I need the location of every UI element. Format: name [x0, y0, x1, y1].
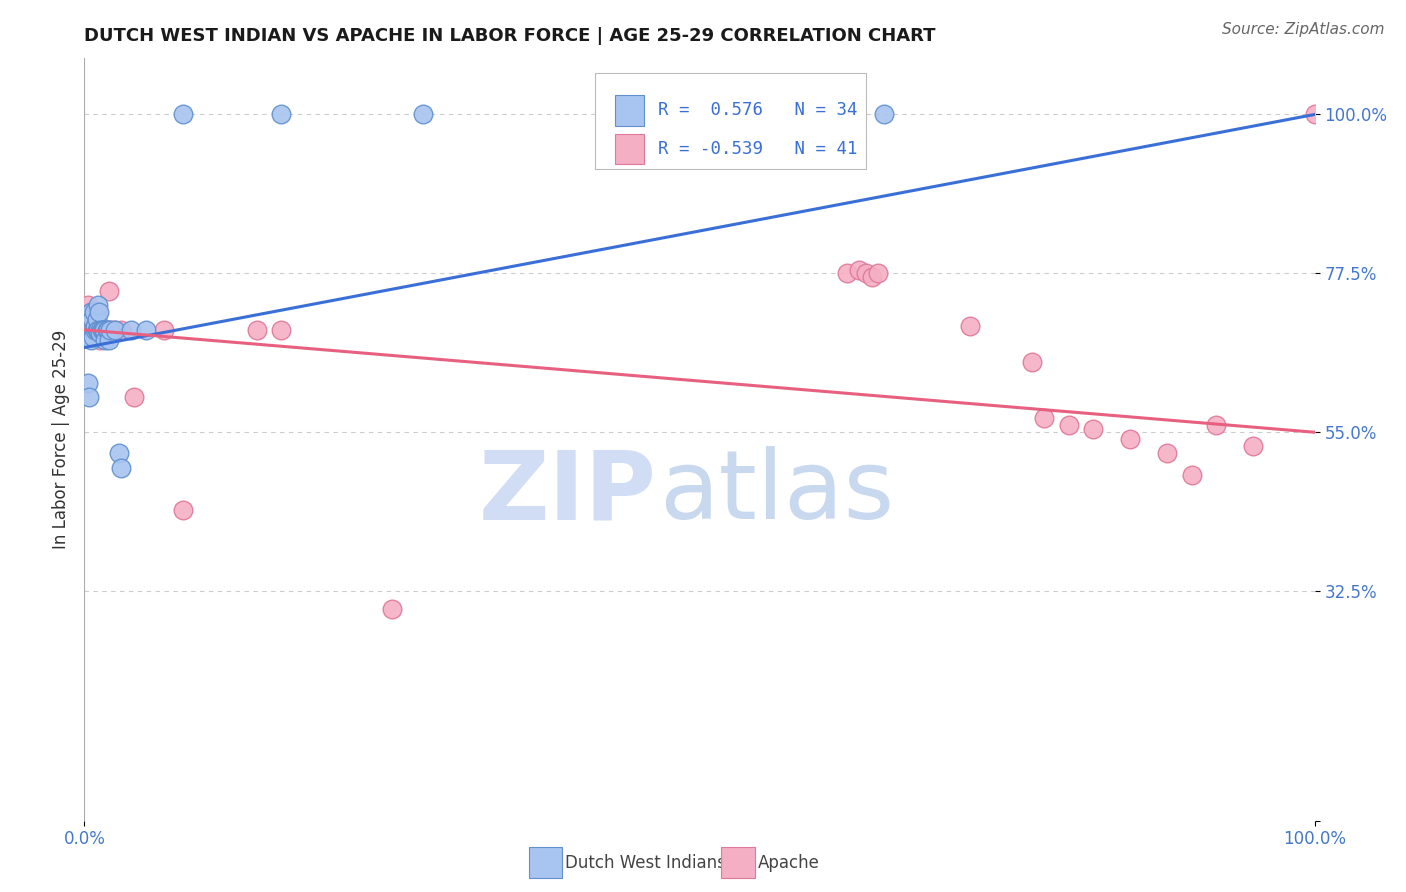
Point	[1156, 446, 1178, 460]
Point	[79, 305, 101, 319]
FancyBboxPatch shape	[595, 73, 866, 169]
Point	[87, 305, 110, 319]
Point	[89, 326, 111, 341]
Point	[1021, 354, 1043, 368]
Point	[83, 323, 105, 337]
Point	[172, 107, 194, 121]
Point	[1205, 418, 1227, 433]
Point	[860, 269, 883, 284]
Point	[87, 323, 110, 337]
Point	[135, 323, 157, 337]
Point	[79, 390, 101, 404]
Point	[104, 323, 127, 337]
Point	[837, 266, 859, 280]
Text: Apache: Apache	[758, 855, 820, 872]
Point	[873, 107, 896, 121]
Point	[84, 319, 107, 334]
Point	[94, 334, 117, 348]
Point	[83, 305, 105, 319]
Point	[82, 330, 104, 344]
Point	[87, 323, 111, 337]
Point	[97, 323, 120, 337]
Point	[83, 312, 105, 326]
Point	[381, 602, 404, 616]
Point	[108, 446, 131, 460]
Point	[98, 284, 120, 298]
Point	[79, 334, 101, 348]
Point	[96, 323, 118, 337]
Point	[1119, 433, 1142, 447]
Point	[246, 323, 269, 337]
FancyBboxPatch shape	[614, 95, 644, 126]
Text: R =  0.576   N = 34: R = 0.576 N = 34	[658, 102, 858, 120]
Point	[1181, 467, 1204, 482]
Text: DUTCH WEST INDIAN VS APACHE IN LABOR FORCE | AGE 25-29 CORRELATION CHART: DUTCH WEST INDIAN VS APACHE IN LABOR FOR…	[84, 28, 936, 45]
Text: R = -0.539   N = 41: R = -0.539 N = 41	[658, 140, 858, 158]
Point	[110, 460, 132, 475]
Point	[412, 107, 434, 121]
Text: Source: ZipAtlas.com: Source: ZipAtlas.com	[1222, 22, 1385, 37]
Point	[98, 334, 120, 348]
Point	[91, 323, 114, 337]
Point	[1083, 422, 1105, 436]
Point	[866, 266, 889, 280]
Point	[77, 298, 100, 312]
Point	[80, 323, 103, 337]
Y-axis label: In Labor Force | Age 25-29: In Labor Force | Age 25-29	[52, 330, 70, 549]
Point	[87, 305, 111, 319]
Point	[87, 298, 110, 312]
Point	[110, 323, 132, 337]
Point	[122, 390, 145, 404]
Point	[79, 305, 101, 319]
Point	[96, 323, 118, 337]
Point	[1057, 418, 1080, 433]
Text: ZIP: ZIP	[478, 446, 657, 539]
Point	[848, 263, 870, 277]
Point	[77, 376, 100, 390]
Point	[855, 266, 877, 280]
Point	[100, 323, 122, 337]
Point	[93, 323, 115, 337]
Point	[98, 323, 121, 337]
Point	[93, 323, 115, 337]
Text: atlas: atlas	[659, 446, 894, 539]
FancyBboxPatch shape	[614, 134, 644, 164]
Point	[153, 323, 176, 337]
Point	[90, 323, 112, 337]
Point	[82, 305, 104, 319]
Point	[84, 323, 107, 337]
Point	[80, 312, 103, 326]
Point	[120, 323, 142, 337]
Point	[89, 334, 111, 348]
Point	[90, 323, 112, 337]
Point	[91, 323, 114, 337]
Point	[270, 107, 292, 121]
Point	[1033, 411, 1056, 425]
Text: Dutch West Indians: Dutch West Indians	[565, 855, 725, 872]
Point	[270, 323, 292, 337]
Point	[104, 323, 127, 337]
Point	[959, 319, 981, 334]
Point	[1241, 439, 1264, 453]
Point	[82, 323, 104, 337]
Point	[84, 323, 107, 337]
Point	[86, 323, 108, 337]
Point	[1303, 107, 1326, 121]
Point	[172, 503, 194, 517]
Point	[89, 323, 111, 337]
Point	[86, 323, 108, 337]
Point	[86, 312, 108, 326]
